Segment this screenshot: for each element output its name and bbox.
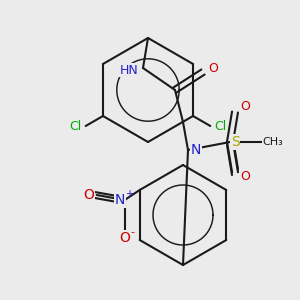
Text: S: S: [231, 135, 239, 149]
Text: O: O: [240, 100, 250, 113]
Text: HN: HN: [120, 64, 138, 76]
Text: N: N: [115, 193, 125, 207]
Text: O: O: [208, 61, 218, 74]
Text: O: O: [83, 188, 94, 202]
Text: -: -: [131, 227, 135, 237]
Text: O: O: [240, 170, 250, 184]
Text: N: N: [191, 143, 201, 157]
Text: +: +: [125, 189, 133, 199]
Text: Cl: Cl: [214, 119, 226, 133]
Text: Cl: Cl: [70, 119, 82, 133]
Text: CH₃: CH₃: [262, 137, 284, 147]
Text: O: O: [119, 231, 130, 245]
